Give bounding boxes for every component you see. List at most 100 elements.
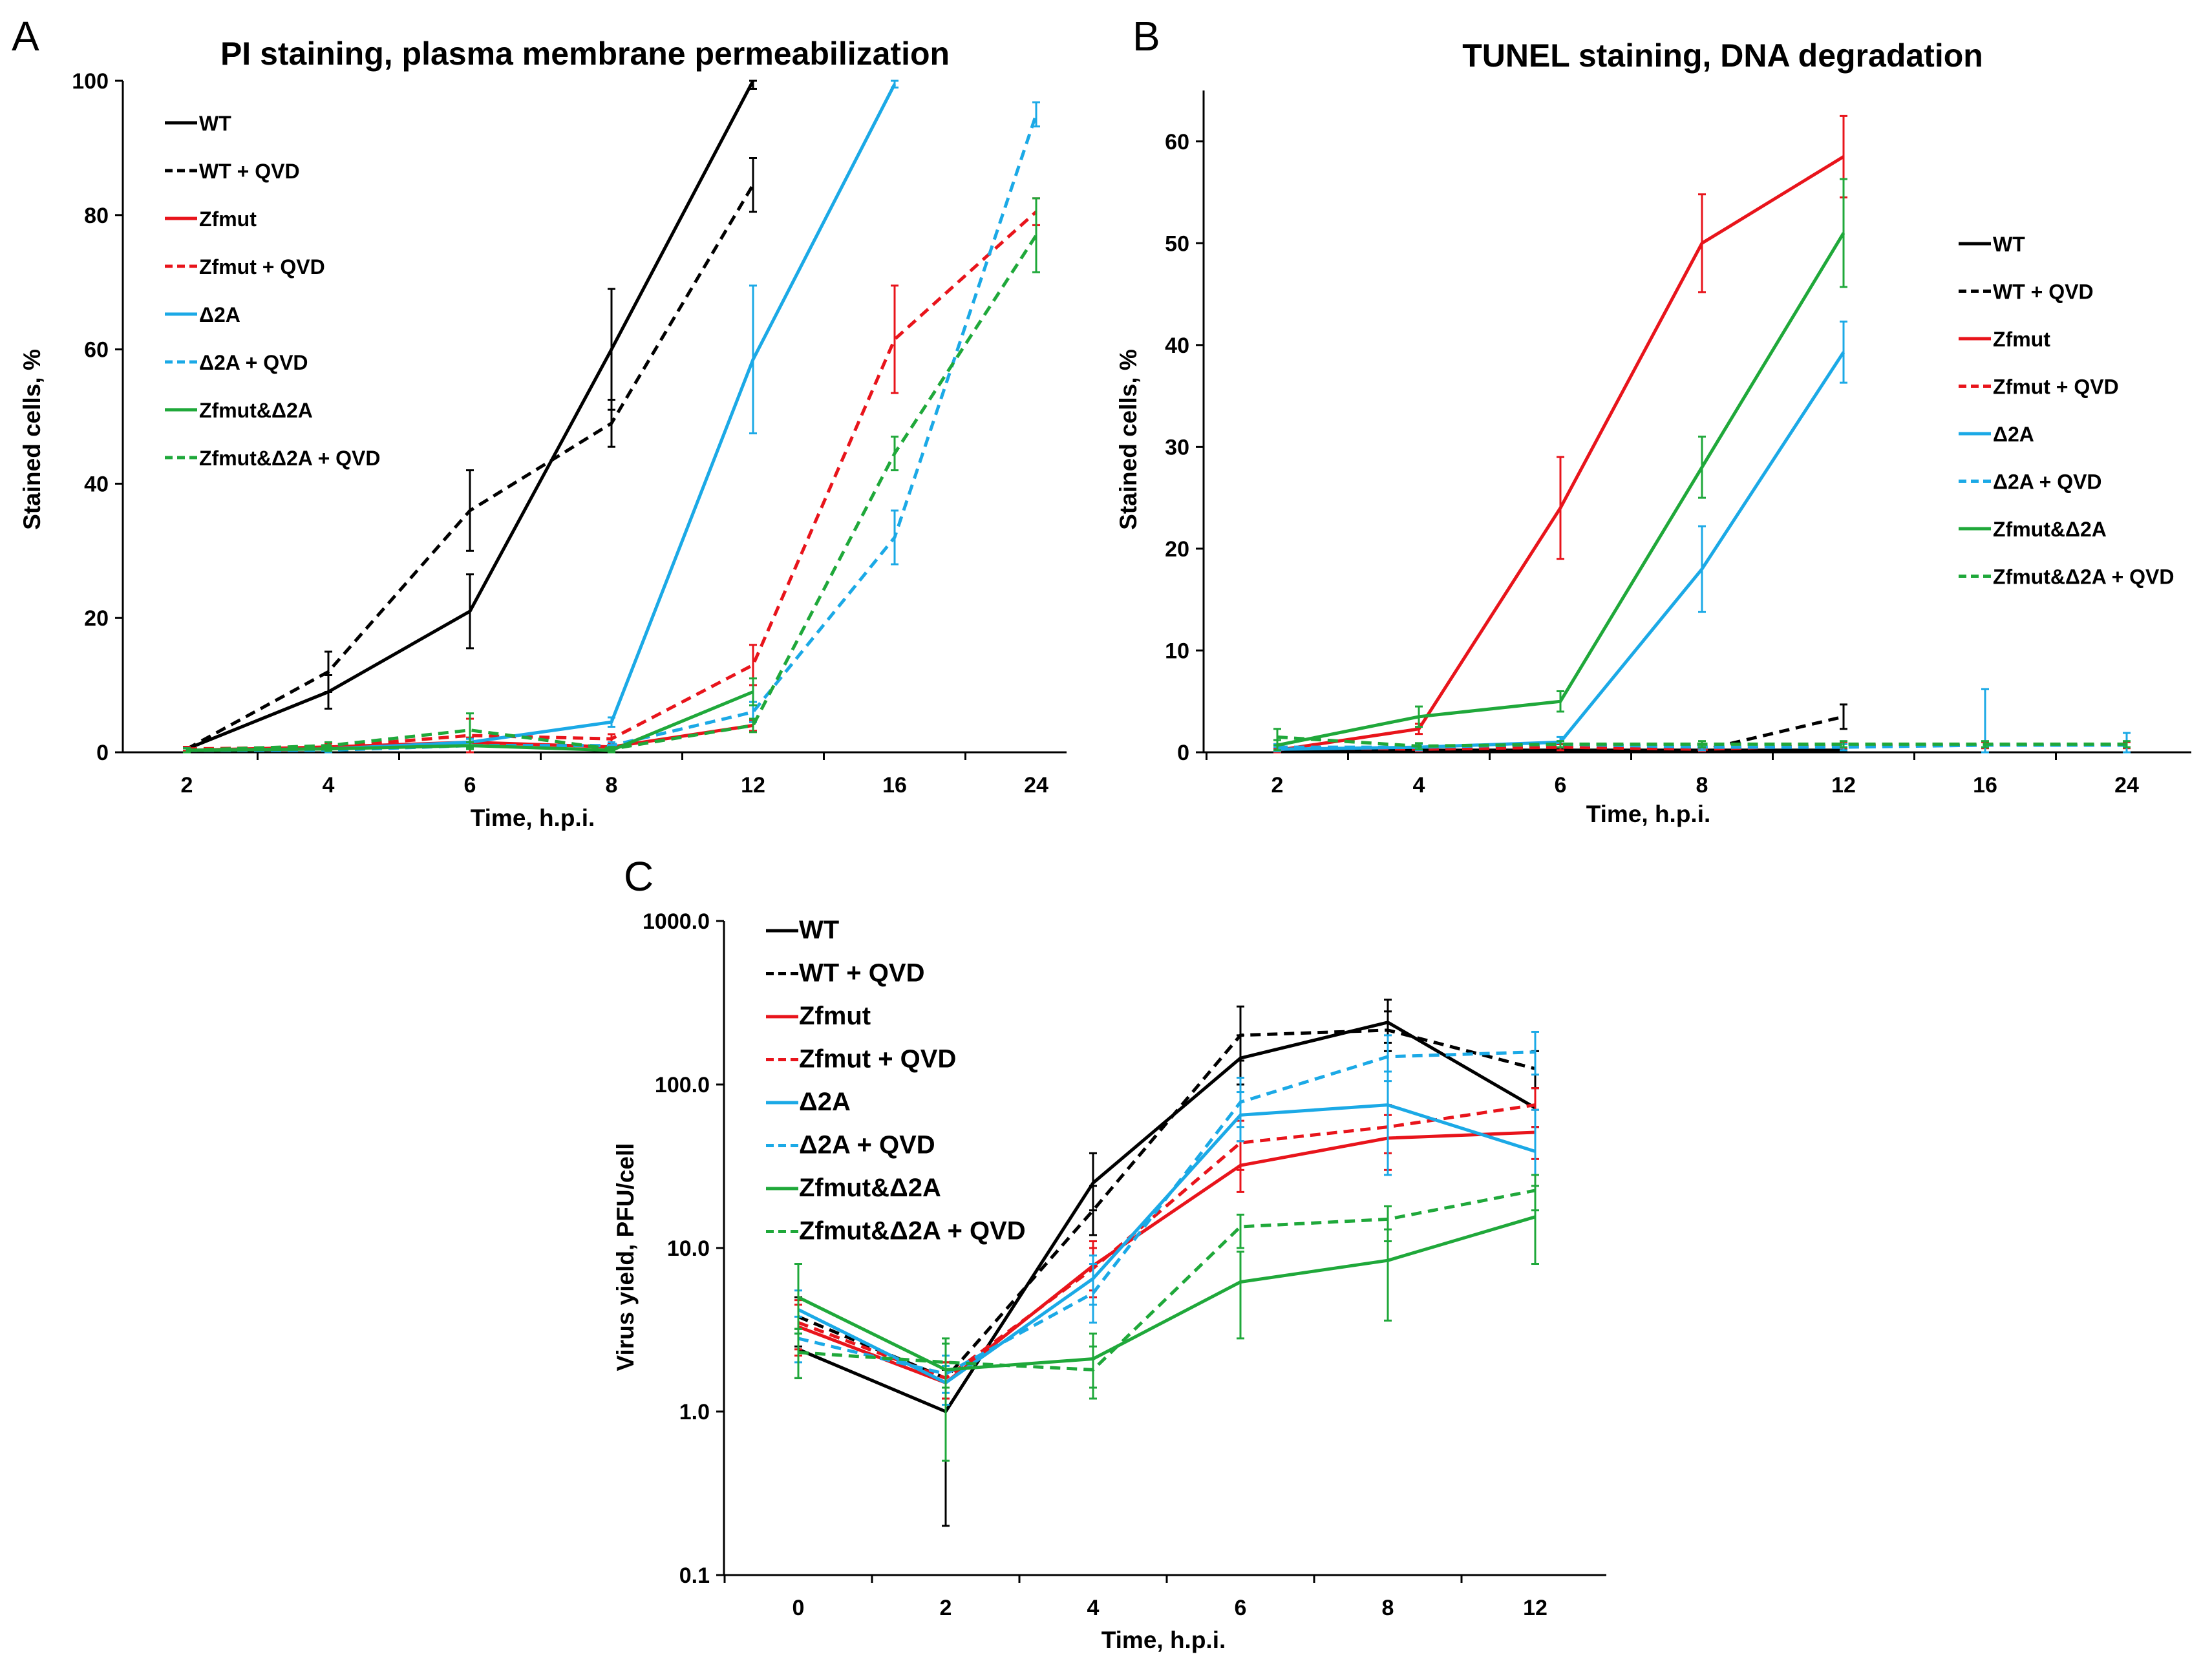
panel-b-xtick-label: 12 [1831, 773, 1856, 798]
panel-c: C Time, h.p.i. Virus yield, PFU/cell 0.1… [612, 853, 1606, 1653]
panel-c-xtick-label: 4 [1087, 1596, 1100, 1620]
panel-b-ylabel: Stained cells, % [1115, 349, 1142, 530]
panel-a: A PI staining, plasma membrane permeabil… [12, 13, 1067, 831]
panel-b-series-zfmut-and-d2a-plus-qvd [1273, 728, 2131, 750]
panel-b-xtick-label: 16 [1973, 773, 1997, 798]
panel-a-legend-label: Zfmut [199, 207, 257, 231]
panel-a-letter: A [12, 13, 39, 59]
panel-c-plot [794, 999, 1539, 1527]
panel-b-series-zfmut-and-d2a-line [1277, 232, 1845, 747]
panel-b-ytick-label: 60 [1165, 130, 1189, 154]
panel-b-ytick-label: 50 [1165, 231, 1189, 256]
panel-a-ylabel: Stained cells, % [19, 349, 45, 530]
panel-a-plot [183, 79, 1040, 754]
panel-c-ylabel: Virus yield, PFU/cell [612, 1143, 639, 1371]
panel-a-xtick-label: 4 [323, 773, 335, 798]
panel-c-xtick-label: 8 [1382, 1596, 1394, 1620]
panel-a-legend-label: Zfmut&Δ2A + QVD [199, 447, 381, 470]
panel-b-series-zfmut-line [1277, 155, 1845, 752]
panel-c-series-zfmut-and-d2a-plus-qvd-line [798, 1189, 1536, 1371]
panel-c-xlabel: Time, h.p.i. [1101, 1627, 1226, 1653]
panel-c-ytick-label: 100.0 [655, 1073, 710, 1097]
panel-a-xtick-label: 6 [464, 773, 476, 798]
panel-c-ytick-label: 0.1 [679, 1563, 710, 1588]
panel-b-legend-label: WT [1993, 233, 2025, 256]
panel-c-xtick-label: 2 [940, 1596, 952, 1620]
panel-a-series-wt-plus-qvd-line [186, 184, 755, 750]
panel-b-legend-label: Zfmut + QVD [1993, 376, 2119, 399]
panel-a-title: PI staining, plasma membrane permeabiliz… [220, 36, 950, 72]
panel-a-xtick-label: 12 [741, 773, 765, 798]
panel-a-legend-label: Δ2A + QVD [199, 351, 308, 374]
panel-c-legend-label: Zfmut&Δ2A + QVD [799, 1217, 1026, 1245]
panel-b-ytick-label: 20 [1165, 537, 1189, 562]
panel-c-ytick-label: 10.0 [667, 1236, 710, 1261]
panel-c-series-d2a-plus-qvd [794, 1030, 1539, 1394]
panel-a-xtick-label: 2 [181, 773, 193, 798]
panel-b-xtick-label: 8 [1696, 773, 1708, 798]
panel-b-xtick-label: 4 [1413, 773, 1425, 798]
panel-b: B TUNEL staining, DNA degradation Time, … [1115, 13, 2191, 827]
panel-b-xtick-label: 6 [1555, 773, 1567, 798]
panel-c-xtick-label: 0 [792, 1596, 805, 1620]
panel-a-series-zfmut-plus-qvd [183, 197, 1040, 754]
panel-b-ytick-label: 30 [1165, 435, 1189, 460]
panel-b-legend-label: Δ2A + QVD [1993, 471, 2102, 494]
panel-a-ytick-label: 20 [84, 606, 109, 631]
panel-b-legend-label: Zfmut [1993, 328, 2050, 351]
panel-b-title: TUNEL staining, DNA degradation [1462, 37, 1983, 74]
panel-a-ytick-label: 100 [72, 69, 109, 94]
panel-c-series-zfmut-plus-qvd-line [798, 1103, 1536, 1380]
panel-c-ytick-label: 1000.0 [643, 909, 710, 934]
panel-b-legend-label: Δ2A [1993, 423, 2034, 446]
panel-c-ticks: 0.1 1.0 10.0 100.0 1000.0 0 2 4 6 8 12 [643, 909, 1606, 1620]
panel-c-series-wt-plus-qvd-line [798, 1028, 1536, 1380]
panel-a-xtick-label: 16 [882, 773, 907, 798]
panel-c-series-wt-line [798, 1021, 1537, 1413]
panel-b-plot [1273, 114, 2131, 754]
panel-a-series-wt-line [186, 79, 755, 751]
panel-a-ytick-label: 0 [96, 741, 109, 765]
panel-a-series-wt-plus-qvd [183, 156, 757, 752]
panel-b-xtick-label: 2 [1271, 773, 1284, 798]
panel-a-xtick-label: 24 [1024, 773, 1048, 798]
panel-a-legend-label: Zfmut + QVD [199, 255, 325, 279]
panel-a-legend-label: Δ2A [199, 303, 240, 326]
panel-c-letter: C [624, 853, 654, 900]
panel-b-legend-label: Zfmut&Δ2A + QVD [1993, 566, 2175, 589]
panel-c-legend-label: Zfmut [799, 1002, 871, 1030]
panel-c-series-zfmut-and-d2a-plus-qvd [794, 1174, 1539, 1400]
panel-b-ytick-label: 10 [1165, 639, 1189, 663]
panel-c-legend: WT WT + QVD Zfmut Zfmut + QVD Δ2A Δ2A + QVD Zf… [766, 916, 1026, 1245]
panel-b-series-zfmut-and-d2a [1273, 178, 1847, 752]
panel-a-legend: WT WT + QVD Zfmut Zfmut + QVD Δ2A Δ2A + QVD Zf… [165, 112, 381, 470]
panel-c-legend-label: Δ2A [799, 1088, 851, 1116]
panel-a-legend-label: WT + QVD [199, 160, 300, 183]
panel-a-xlabel: Time, h.p.i. [471, 805, 595, 831]
panel-c-legend-label: WT [799, 916, 839, 944]
panel-a-series-zfmut-and-d2a-plus-qvd [183, 197, 1040, 754]
panel-c-legend-label: WT + QVD [799, 959, 924, 988]
panel-b-ytick-label: 40 [1165, 333, 1189, 358]
panel-c-series-zfmut-and-d2a-line [797, 1215, 1536, 1371]
panel-b-series-wt-plus-qvd-line [1277, 715, 1844, 752]
panel-a-legend-label: Zfmut&Δ2A [199, 399, 313, 422]
panel-c-legend-label: Zfmut&Δ2A [799, 1174, 941, 1202]
panel-b-xtick-label: 24 [2114, 773, 2139, 798]
panel-c-legend-label: Δ2A + QVD [799, 1131, 935, 1159]
panel-c-legend-label: Zfmut + QVD [799, 1045, 956, 1074]
panel-b-letter: B [1133, 13, 1160, 59]
panel-c-series-wt [794, 999, 1539, 1527]
panel-b-xlabel: Time, h.p.i. [1586, 801, 1711, 827]
panel-b-ytick-label: 0 [1177, 741, 1189, 765]
panel-a-legend-label: WT [199, 112, 231, 135]
panel-c-series-zfmut-line [798, 1130, 1536, 1384]
panel-b-legend-label: WT + QVD [1993, 280, 2094, 304]
panel-c-xtick-label: 6 [1235, 1596, 1247, 1620]
panel-c-xtick-label: 12 [1523, 1596, 1547, 1620]
panel-a-ytick-label: 40 [84, 472, 109, 496]
panel-c-series-d2a-plus-qvd-line [798, 1050, 1536, 1376]
